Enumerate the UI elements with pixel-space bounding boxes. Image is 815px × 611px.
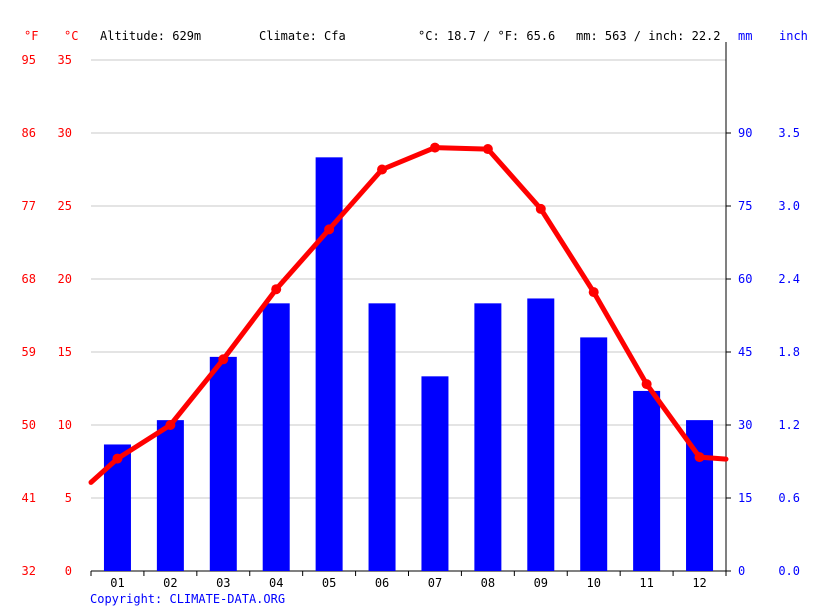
precipitation-bar	[527, 298, 555, 571]
celsius-tick-label: 0	[65, 564, 72, 578]
mm-tick-label: 30	[738, 418, 752, 432]
fahrenheit-unit-label: °F	[24, 29, 39, 43]
celsius-unit-label: °C	[64, 29, 79, 43]
inch-unit-label: inch	[779, 29, 808, 43]
temperature-point	[482, 144, 493, 155]
fahrenheit-tick-label: 77	[22, 199, 36, 213]
month-tick-label: 04	[269, 576, 283, 590]
month-tick-label: 06	[375, 576, 389, 590]
mm-tick-label: 15	[738, 491, 752, 505]
temperature-point	[694, 452, 705, 463]
mm-tick-label: 90	[738, 126, 752, 140]
precipitation-bar	[262, 303, 290, 571]
celsius-tick-label: 5	[65, 491, 72, 505]
inch-tick-label: 3.0	[778, 199, 800, 213]
month-tick-label: 05	[322, 576, 336, 590]
mm-tick-label: 45	[738, 345, 752, 359]
precipitation-bar	[580, 337, 608, 571]
celsius-tick-label: 30	[58, 126, 72, 140]
month-tick-label: 03	[216, 576, 230, 590]
fahrenheit-tick-label: 95	[22, 53, 36, 67]
precipitation-bar	[156, 420, 184, 571]
fahrenheit-tick-label: 32	[22, 564, 36, 578]
month-tick-label: 08	[481, 576, 495, 590]
month-tick-label: 10	[586, 576, 600, 590]
mm-unit-label: mm	[738, 29, 753, 43]
temperature-line	[88, 145, 729, 485]
copyright-text: Copyright: CLIMATE-DATA.ORG	[90, 592, 286, 606]
celsius-tick-label: 10	[58, 418, 72, 432]
annual-precipitation-text: mm: 563 / inch: 22.2	[576, 29, 721, 43]
celsius-tick-label: 20	[58, 272, 72, 286]
celsius-tick-label: 35	[58, 53, 72, 67]
celsius-tick-label: 15	[58, 345, 72, 359]
month-tick-label: 09	[534, 576, 548, 590]
month-tick-label: 11	[639, 576, 653, 590]
climate-text: Climate: Cfa	[259, 29, 346, 43]
temperature-point	[535, 203, 546, 214]
inch-tick-label: 3.5	[778, 126, 800, 140]
precipitation-bar	[421, 376, 449, 571]
inch-tick-label: 0.0	[778, 564, 800, 578]
mm-tick-label: 0	[738, 564, 745, 578]
inch-tick-label: 1.8	[778, 345, 800, 359]
temperature-point	[271, 284, 282, 295]
temperature-point	[377, 164, 388, 175]
mm-tick-label: 75	[738, 199, 752, 213]
month-tick-label: 07	[428, 576, 442, 590]
temperature-point	[218, 354, 229, 365]
precipitation-bar	[368, 303, 396, 571]
average-temperature-text: °C: 18.7 / °F: 65.6	[418, 29, 556, 43]
temperature-point	[588, 287, 599, 298]
temperature-point	[112, 453, 123, 464]
precipitation-bar	[474, 303, 502, 571]
temperature-point	[429, 142, 440, 153]
mm-tick-label: 60	[738, 272, 752, 286]
fahrenheit-tick-label: 50	[22, 418, 36, 432]
fahrenheit-tick-label: 41	[22, 491, 36, 505]
altitude-text: Altitude: 629m	[100, 29, 202, 43]
inch-tick-label: 2.4	[778, 272, 800, 286]
month-tick-label: 12	[692, 576, 706, 590]
fahrenheit-tick-label: 86	[22, 126, 36, 140]
inch-tick-label: 0.6	[778, 491, 800, 505]
temperature-point	[165, 420, 176, 430]
month-tick-label: 02	[163, 576, 177, 590]
temperature-point	[324, 224, 335, 235]
fahrenheit-tick-label: 68	[22, 272, 36, 286]
precipitation-bar	[209, 356, 237, 571]
fahrenheit-tick-label: 59	[22, 345, 36, 359]
temperature-point	[641, 379, 652, 390]
month-tick-label: 01	[110, 576, 124, 590]
celsius-tick-label: 25	[58, 199, 72, 213]
precipitation-bar	[633, 390, 661, 571]
inch-tick-label: 1.2	[778, 418, 800, 432]
